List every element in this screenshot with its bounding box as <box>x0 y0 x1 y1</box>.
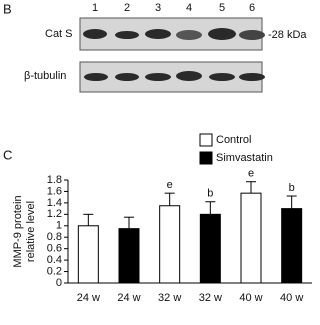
x-tick-label: 40 w <box>239 292 262 304</box>
bands <box>83 28 265 81</box>
lane-number: 1 <box>92 2 98 14</box>
legend-swatch <box>199 133 213 147</box>
bar <box>281 208 303 284</box>
band <box>176 30 202 40</box>
panel-label: C <box>3 147 12 162</box>
band <box>239 73 265 81</box>
legend-swatch <box>199 151 213 165</box>
bar <box>159 205 181 284</box>
row-label: β-tubulin <box>24 70 66 82</box>
y-tick-label: 0.6 <box>47 243 62 255</box>
band <box>84 73 108 81</box>
y-tick-label: 1.4 <box>47 197 62 209</box>
y-tick-label: 1.6 <box>47 185 62 197</box>
bar <box>118 228 140 284</box>
y-axis-label: relative level <box>25 201 37 262</box>
y-tick-label: 0.8 <box>47 231 62 243</box>
lane-number: 4 <box>186 2 192 14</box>
significance-marker: b <box>289 182 295 194</box>
y-tick-label: 1.2 <box>47 208 62 220</box>
band <box>115 31 139 39</box>
marker-label: -28 kDa <box>268 29 307 41</box>
band <box>176 71 202 81</box>
panel-label: B <box>3 1 12 16</box>
lane-number: 5 <box>219 2 225 14</box>
significance-marker: b <box>207 188 213 200</box>
band <box>83 29 107 39</box>
row-label: Cat S <box>45 28 73 40</box>
y-tick-label: 0.4 <box>47 254 62 266</box>
x-tick-label: 32 w <box>199 292 222 304</box>
x-tick-label: 40 w <box>280 292 303 304</box>
band <box>239 30 265 40</box>
significance-marker: e <box>167 179 173 191</box>
band <box>208 28 236 40</box>
bar <box>199 213 221 284</box>
y-tick-label: 1.8 <box>47 174 62 186</box>
y-tick-label: 0 <box>56 277 62 289</box>
x-tick-label: 32 w <box>158 292 181 304</box>
lane-number: 3 <box>155 2 161 14</box>
x-tick-label: 24 w <box>117 292 140 304</box>
band <box>115 73 139 81</box>
y-axis-label: MMP-9 protein <box>12 195 24 267</box>
lane-number: 6 <box>249 2 255 14</box>
y-tick-label: 1 <box>56 220 62 232</box>
significance-marker: e <box>248 168 254 180</box>
legend-label: Control <box>216 134 251 146</box>
band <box>145 29 171 39</box>
bar <box>240 192 262 284</box>
x-tick-label: 24 w <box>77 292 100 304</box>
legend-label: Simvastatin <box>216 152 273 164</box>
band <box>209 73 235 81</box>
band <box>145 73 171 81</box>
lane-number: 2 <box>124 2 130 14</box>
bar <box>77 225 99 284</box>
y-tick-label: 0.2 <box>47 265 62 277</box>
